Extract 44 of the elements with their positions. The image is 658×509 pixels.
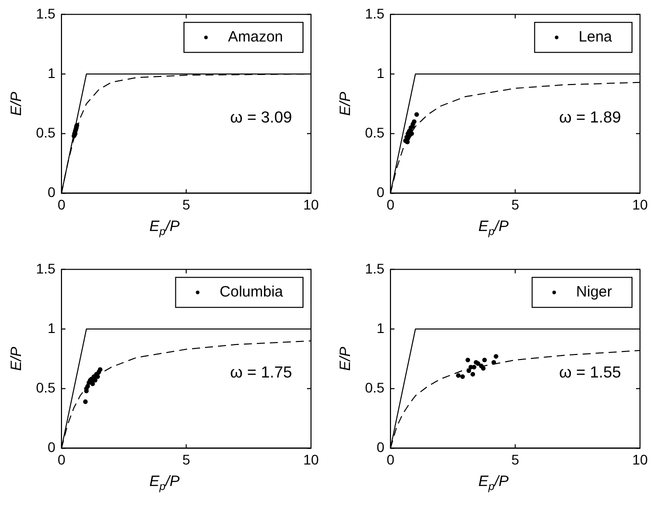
y-tick-label: 1.5 — [36, 5, 56, 22]
y-tick-label: 0 — [376, 439, 385, 456]
y-tick-label: 0.5 — [36, 379, 56, 396]
annotation: ω = 1.55 — [559, 364, 622, 382]
y-tick-label: 1.5 — [36, 260, 56, 276]
legend-label: Columbia — [220, 284, 284, 301]
x-tick-label: 0 — [386, 451, 395, 468]
legend-label: Niger — [576, 284, 612, 301]
y-tick-label: 1 — [48, 320, 56, 336]
x-tick-label: 5 — [182, 196, 190, 212]
y-tick-label: 0.5 — [36, 124, 56, 140]
x-tick-label: 0 — [58, 451, 66, 468]
y-tick-label: 0 — [48, 439, 56, 456]
x-tick-label: 10 — [632, 451, 648, 468]
x-axis-title: E$_{p}$/P — [148, 473, 181, 493]
y-tick-label: 0 — [48, 184, 56, 200]
legend-label: Lena — [578, 28, 613, 46]
y-tick-label: 0 — [376, 184, 385, 200]
x-tick-label: 10 — [632, 196, 648, 212]
x-tick-label: 5 — [511, 196, 520, 212]
x-tick-label: 10 — [303, 196, 319, 212]
x-tick-label: 5 — [182, 451, 190, 468]
x-tick-label: 0 — [386, 196, 395, 212]
annotation: ω = 1.75 — [230, 364, 292, 382]
y-axis-title: E/P — [337, 346, 354, 371]
y-axis-title: E/P — [8, 92, 26, 116]
y-tick-label: 0.5 — [364, 379, 385, 396]
y-axis-title: E/P — [8, 346, 26, 371]
x-axis-title: E$_{p}$/P — [477, 473, 510, 493]
annotation: ω = 1.89 — [559, 110, 622, 127]
y-tick-label: 0.5 — [364, 124, 385, 140]
x-tick-label: 5 — [511, 451, 520, 468]
legend-label: Amazon — [228, 28, 284, 46]
y-tick-label: 1.5 — [364, 260, 385, 276]
annotation: ω = 3.09 — [230, 110, 292, 127]
y-tick-label: 1 — [376, 320, 385, 336]
x-axis-title: E$_{p}$/P — [148, 218, 181, 238]
x-tick-label: 10 — [303, 451, 319, 468]
x-axis-title: E$_{p}$/P — [477, 218, 510, 238]
y-tick-label: 1 — [376, 64, 385, 81]
y-tick-label: 1.5 — [364, 5, 385, 22]
y-axis-title: E/P — [337, 92, 354, 116]
x-tick-label: 0 — [58, 196, 66, 212]
y-tick-label: 1 — [48, 64, 56, 81]
